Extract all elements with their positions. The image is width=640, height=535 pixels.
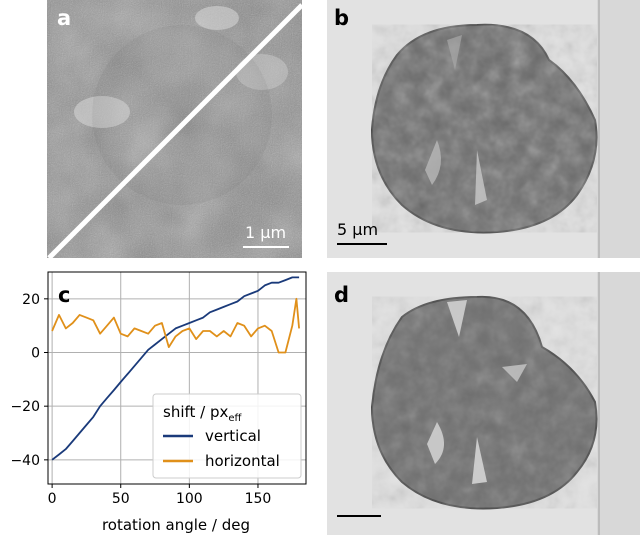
panel-a-micrograph: [47, 0, 302, 258]
series-line-vertical: [51, 276, 300, 461]
chart-xlabel: rotation angle / deg: [102, 516, 250, 534]
panel-b-letter: b: [334, 6, 350, 30]
panel-d-scale-bar: [337, 515, 381, 517]
x-tick-label: 150: [245, 491, 272, 507]
panel-a-scale-label: 1 µm: [245, 223, 287, 242]
y-tick-label: 20: [22, 292, 40, 308]
panel-a-letter: a: [57, 6, 72, 30]
panel-a-image: a 1 µm: [47, 0, 302, 258]
panel-b-scale-bar: [337, 243, 387, 245]
chart-ticks: 0 50 100 150 −40 −20 0 20: [10, 292, 271, 507]
panel-d-particle: [327, 272, 640, 535]
legend-box: [152, 393, 302, 479]
legend-label-vertical: vertical: [205, 427, 261, 445]
x-tick-label: 50: [112, 491, 130, 507]
legend-title: shift / pxeff: [163, 403, 243, 424]
chart-series: [51, 276, 300, 461]
y-tick-label: 0: [31, 346, 40, 362]
chart-plot-frame: [47, 271, 307, 485]
x-tick-label: 0: [48, 491, 57, 507]
panel-d-image: d: [327, 272, 640, 535]
panel-b-scale-label: 5 µm: [337, 220, 379, 239]
panel-d-letter: d: [334, 283, 350, 307]
chart-legend: shift / pxeff vertical horizontal: [152, 393, 302, 479]
panel-c-letter: c: [58, 283, 70, 307]
panel-b-particle: [327, 0, 640, 258]
panel-b-image: b 5 µm: [327, 0, 640, 258]
panel-a-scale-bar: [243, 246, 289, 248]
y-tick-label: −20: [10, 399, 40, 415]
series-line-horizontal: [51, 297, 300, 354]
y-tick-label: −40: [10, 453, 40, 469]
x-tick-label: 100: [176, 491, 203, 507]
panel-c-chart: 0 50 100 150 −40 −20 0 20 c rotation angle / de…: [10, 271, 307, 534]
legend-label-horizontal: horizontal: [205, 452, 280, 470]
